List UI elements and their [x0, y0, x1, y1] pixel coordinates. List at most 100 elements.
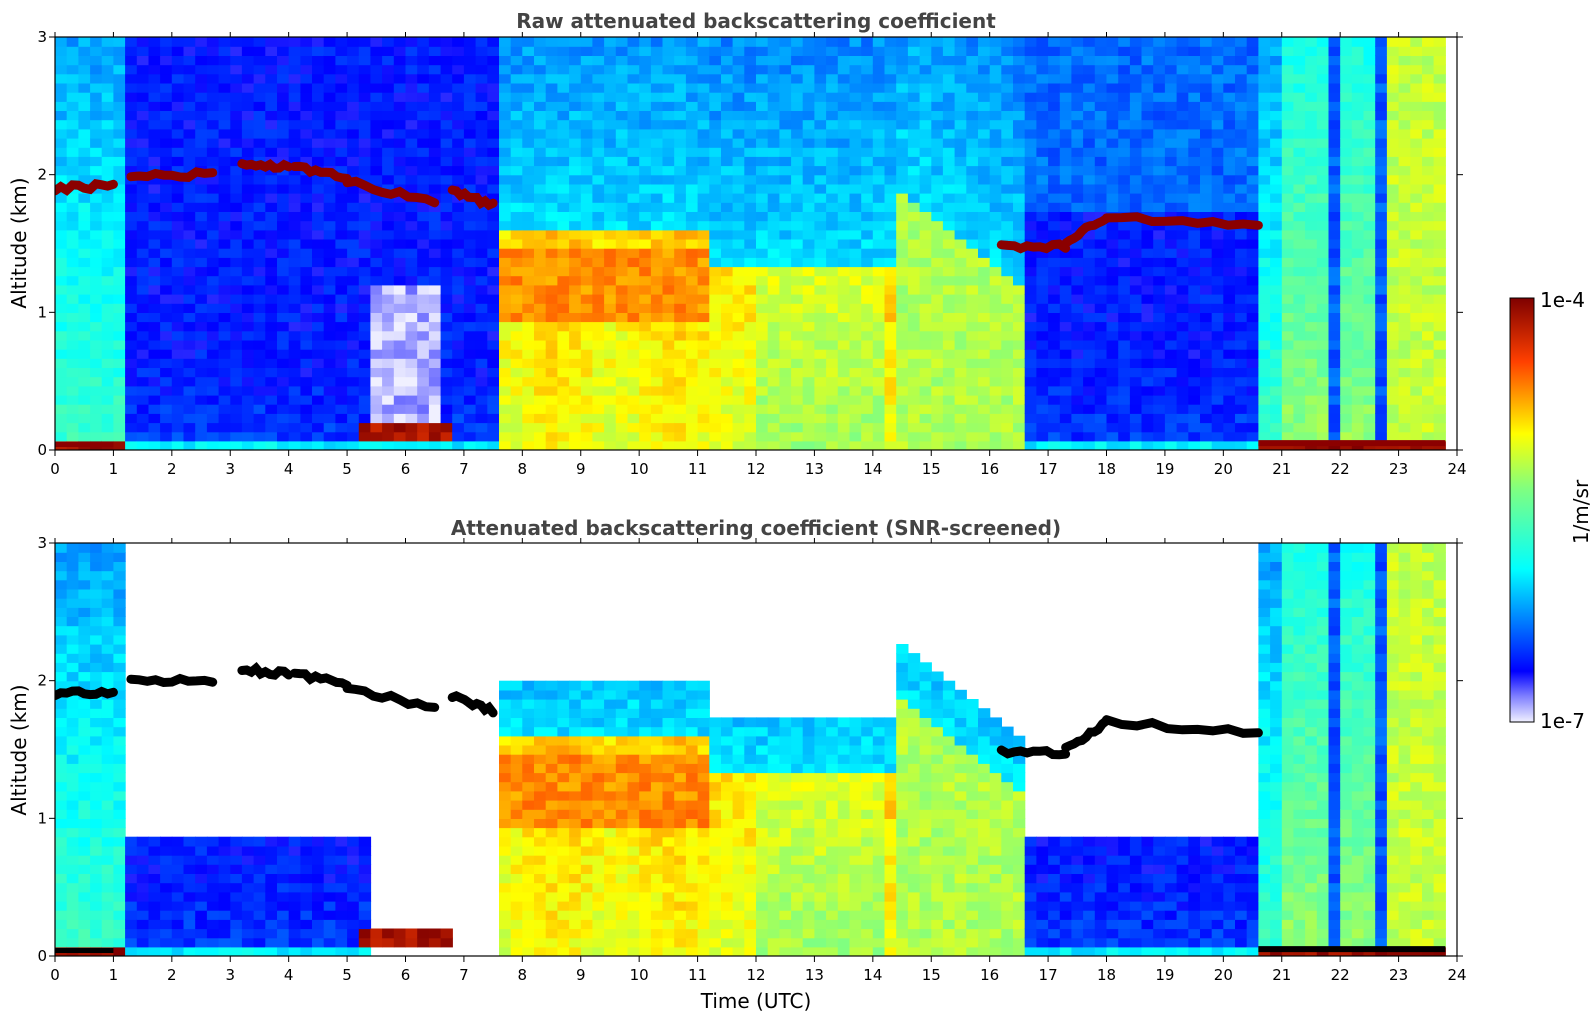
heatmap-cell [300, 147, 313, 157]
heatmap-cell [814, 358, 827, 368]
heatmap-cell [428, 321, 442, 332]
heatmap-cell [1223, 413, 1236, 424]
heatmap-cell [919, 248, 932, 258]
heatmap-cell [288, 404, 301, 414]
heatmap-cell [183, 284, 196, 295]
heatmap-cell [1106, 321, 1119, 332]
heatmap-cell [1071, 440, 1084, 450]
heatmap-cell [1024, 110, 1037, 121]
heatmap-cell [358, 110, 372, 121]
heatmap-cell [1235, 394, 1248, 405]
heatmap-cell [557, 385, 570, 396]
heatmap-cell [382, 229, 395, 240]
heatmap-cell [1200, 376, 1213, 387]
heatmap-cell [66, 257, 79, 268]
heatmap-cell [265, 312, 278, 323]
heatmap-cell [592, 385, 605, 396]
heatmap-cell [931, 248, 944, 258]
heatmap-cell [1200, 440, 1213, 450]
heatmap-cell [697, 46, 710, 56]
heatmap-cell [1246, 440, 1259, 450]
heatmap-cell [1200, 119, 1213, 130]
heatmap-cell [580, 174, 594, 185]
heatmap-cell [358, 275, 372, 286]
heatmap-cell [826, 138, 839, 148]
heatmap-cell [1013, 37, 1026, 47]
heatmap-cell [499, 431, 512, 442]
heatmap-cell [288, 128, 301, 139]
heatmap-cell [347, 183, 360, 194]
heatmap-cell [1048, 257, 1061, 268]
heatmap-cell [1305, 422, 1318, 433]
heatmap-cell [1071, 275, 1084, 286]
heatmap-cell [78, 128, 91, 139]
heatmap-cell [125, 440, 138, 450]
heatmap-cell [721, 422, 734, 433]
heatmap-cell [1106, 294, 1119, 304]
heatmap-cell [195, 404, 208, 414]
heatmap-cell [1141, 174, 1154, 185]
heatmap-cell [767, 73, 780, 84]
heatmap-cell [370, 73, 383, 84]
heatmap-cell [323, 422, 336, 433]
heatmap-cell [522, 73, 535, 84]
heatmap-cell [440, 193, 453, 203]
heatmap-cell [393, 339, 407, 350]
heatmap-cell [942, 358, 956, 368]
heatmap-cell [1176, 174, 1189, 185]
heatmap-cell [1059, 321, 1073, 332]
heatmap-cell [1001, 73, 1014, 84]
heatmap-cell [954, 119, 967, 130]
heatmap-cell [978, 294, 991, 304]
heatmap-cell [382, 404, 395, 414]
heatmap-cell [931, 275, 944, 286]
heatmap-cell [580, 119, 594, 130]
heatmap-cell [662, 183, 675, 194]
heatmap-cell [849, 73, 862, 84]
heatmap-cell [358, 165, 372, 176]
heatmap-cell [580, 128, 594, 139]
heatmap-cell [265, 248, 278, 258]
heatmap-cell [265, 422, 278, 433]
heatmap-cell [160, 349, 173, 359]
heatmap-cell [487, 147, 500, 157]
heatmap-cell [393, 312, 407, 323]
heatmap-cell [417, 349, 430, 359]
heatmap-cell [393, 376, 407, 387]
heatmap-cell [1153, 431, 1166, 442]
heatmap-cell [1024, 275, 1037, 286]
heatmap-cell [475, 284, 488, 295]
heatmap-cell [160, 183, 173, 194]
heatmap-cell [300, 128, 313, 139]
heatmap-cell [113, 174, 126, 185]
heatmap-cell [55, 229, 68, 240]
heatmap-cell [1141, 413, 1154, 424]
heatmap-cell [55, 220, 68, 231]
heatmap-cell [358, 339, 372, 350]
heatmap-cell [966, 147, 979, 157]
heatmap-cell [837, 321, 851, 332]
heatmap-cell [721, 82, 734, 93]
heatmap-cell [1270, 339, 1283, 350]
heatmap-cell [195, 128, 208, 139]
heatmap-cell [206, 110, 220, 121]
heatmap-cell [814, 156, 827, 167]
heatmap-cell [300, 257, 313, 268]
heatmap-cell [1071, 211, 1084, 222]
heatmap-cell [265, 431, 278, 442]
heatmap-cell [405, 330, 418, 341]
heatmap-cell [136, 321, 150, 332]
heatmap-cell [662, 147, 675, 157]
heatmap-cell [604, 349, 617, 359]
heatmap-cell [347, 339, 360, 350]
heatmap-cell [1200, 294, 1213, 304]
heatmap-cell [1188, 257, 1201, 268]
heatmap-cell [966, 165, 979, 176]
heatmap-cell [954, 358, 967, 368]
heatmap-cell [650, 376, 664, 387]
heatmap-cell [697, 37, 710, 47]
heatmap-cell [1048, 312, 1061, 323]
heatmap-cell [148, 376, 161, 387]
heatmap-cell [300, 183, 313, 194]
heatmap-cell [475, 367, 488, 378]
